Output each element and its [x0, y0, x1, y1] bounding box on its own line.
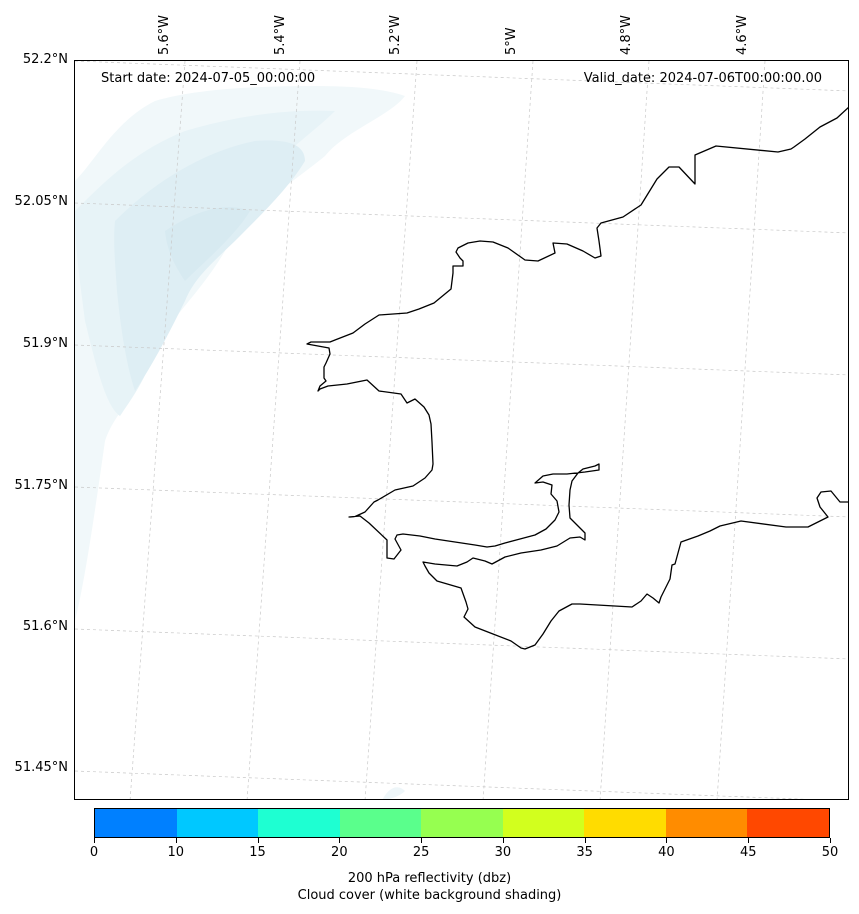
lat-label-51-75: 51.75°N — [14, 478, 68, 493]
coastline — [306, 106, 848, 650]
colorbar-segment — [421, 809, 504, 837]
colorbar-tick-label: 35 — [576, 845, 593, 860]
colorbar-segment — [339, 809, 422, 837]
colorbar-tick-label: 15 — [249, 845, 266, 860]
colorbar-tick-label: 30 — [494, 845, 512, 860]
colorbar-tick — [666, 838, 668, 843]
colorbar-tick-label: 10 — [167, 845, 185, 860]
colorbar-caption-reflectivity: 200 hPa reflectivity (dbz) — [347, 871, 512, 886]
colorbar-tick-label: 40 — [658, 845, 675, 860]
gridlines — [75, 61, 848, 799]
lat-label-51-45: 51.45°N — [14, 760, 68, 775]
colorbar-caption-cloud-cover: Cloud cover (white background shading) — [297, 888, 562, 903]
colorbar-tick — [748, 838, 750, 843]
colorbar-tick — [502, 838, 504, 843]
colorbar-tick — [257, 838, 259, 843]
colorbar-tick-label: 45 — [739, 845, 757, 860]
colorbar-segment — [258, 809, 341, 837]
lon-label-5-4: 5.4°W — [273, 14, 288, 55]
cloud-cover-shading — [75, 86, 405, 799]
colorbar-tick — [339, 838, 341, 843]
colorbar-segment — [584, 809, 667, 837]
colorbar-tick — [94, 838, 95, 843]
lon-label-5: 5°W — [504, 27, 519, 55]
colorbar-tick-label: 50 — [821, 845, 839, 860]
colorbar-tick — [175, 838, 177, 843]
lon-label-5-6: 5.6°W — [157, 14, 172, 55]
colorbar-tick-label: 0 — [89, 845, 99, 860]
colorbar-ticks: 0 10 15 20 25 30 35 40 45 50 — [90, 838, 838, 868]
colorbar-tick-label: 20 — [331, 845, 348, 860]
colorbar-segment — [502, 809, 585, 837]
lat-label-52-2: 52.2°N — [22, 52, 68, 67]
lon-label-4-8: 4.8°W — [619, 14, 634, 55]
map-panel: Start date: 2024-07-05_00:00:00 Valid_da… — [74, 60, 849, 800]
colorbar-tick — [830, 838, 831, 843]
colorbar — [94, 808, 830, 838]
valid-date-label: Valid_date: 2024-07-06T00:00:00.00 — [583, 71, 822, 86]
lat-label-52-05: 52.05°N — [14, 194, 68, 209]
lon-label-5-2: 5.2°W — [388, 14, 403, 55]
lon-label-4-6: 4.6°W — [735, 14, 750, 55]
colorbar-tick — [421, 838, 423, 843]
start-date-label: Start date: 2024-07-05_00:00:00 — [101, 71, 316, 86]
lat-label-51-6: 51.6°N — [22, 619, 68, 634]
colorbar-segment — [665, 809, 748, 837]
colorbar-tick-label: 25 — [412, 845, 430, 860]
colorbar-tick — [584, 838, 586, 843]
map-canvas — [75, 61, 848, 799]
colorbar-segment — [176, 809, 259, 837]
colorbar-segment — [747, 809, 830, 837]
lat-label-51-9: 51.9°N — [22, 336, 68, 351]
colorbar-segment — [95, 809, 178, 837]
